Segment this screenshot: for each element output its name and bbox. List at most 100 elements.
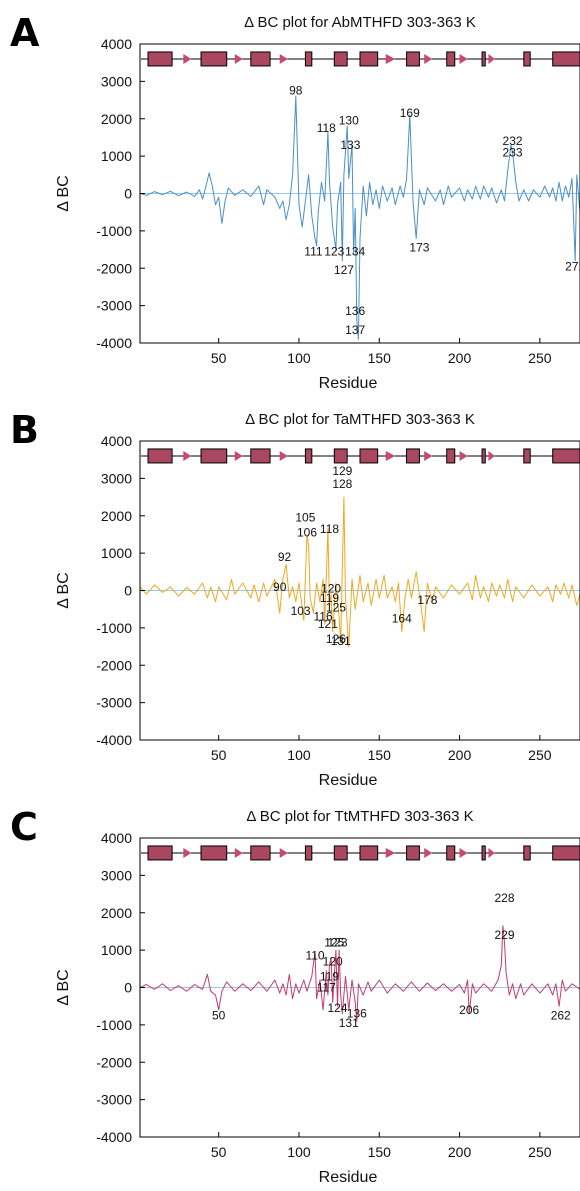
x-axis-label: Residue	[319, 1169, 378, 1186]
residue-annotation: 111	[304, 244, 323, 258]
y-tick-label: -2000	[96, 260, 132, 276]
ss-strand	[385, 450, 396, 461]
chart-panel-a: A Δ BC plot for AbMTHFD 303-363 K -4000-…	[0, 0, 580, 397]
y-tick-label: -1000	[96, 223, 132, 239]
ss-helix	[147, 448, 173, 464]
series-line	[140, 95, 580, 340]
chart-title: Δ BC plot for TaMTHFD 303-363 K	[245, 411, 475, 428]
ss-helix	[446, 845, 456, 861]
ss-strand	[459, 847, 468, 858]
panel-letter: B	[10, 408, 39, 452]
ss-helix	[406, 448, 420, 464]
ss-helix	[333, 51, 348, 67]
residue-annotation: 131	[331, 634, 351, 648]
residue-annotation: 125	[326, 600, 346, 614]
ss-helix	[481, 448, 486, 464]
residue-annotation: 92	[278, 550, 292, 564]
x-tick-label: 50	[211, 1144, 227, 1160]
residue-annotation: 127	[334, 263, 354, 277]
ss-strand	[279, 847, 288, 858]
ss-helix	[446, 448, 456, 464]
ss-helix	[481, 845, 486, 861]
residue-annotation: 117	[317, 981, 336, 995]
residue-annotation: 272	[565, 259, 580, 273]
ss-helix	[200, 448, 228, 464]
x-tick-label: 250	[528, 350, 552, 366]
y-axis-label: Δ BC	[55, 572, 72, 608]
residue-annotation: 120	[323, 954, 343, 968]
residue-annotation: 123	[324, 244, 344, 258]
ss-strand	[234, 450, 243, 461]
residue-annotation: 133	[340, 138, 360, 152]
residue-annotation: 118	[320, 522, 339, 536]
residue-annotation: 206	[459, 1003, 479, 1017]
ss-helix	[552, 448, 580, 464]
ss-strand	[424, 847, 433, 858]
delta-bc-plot: -4000 -3000 -2000 -1000 0 1000 2000 3000 4000 50 1…	[55, 433, 580, 789]
y-tick-label: 4000	[101, 36, 132, 52]
ss-helix	[250, 845, 271, 861]
y-tick-label: -2000	[96, 657, 132, 673]
x-tick-label: 150	[368, 350, 392, 366]
y-tick-label: 1000	[101, 148, 132, 164]
residue-annotation: 125	[324, 936, 344, 950]
ss-helix	[147, 51, 173, 67]
y-tick-label: 1000	[101, 942, 132, 958]
residue-annotation: 178	[417, 593, 437, 607]
ss-helix	[359, 448, 379, 464]
residue-annotation: 173	[409, 241, 429, 255]
ss-strand	[424, 450, 433, 461]
ss-helix	[406, 845, 420, 861]
residue-annotation: 124	[328, 1001, 348, 1015]
panel-letter: C	[10, 805, 38, 849]
residue-annotation: 90	[273, 580, 287, 594]
y-tick-label: 3000	[101, 470, 132, 486]
residue-annotation: 128	[332, 477, 352, 491]
ss-helix	[523, 51, 531, 67]
residue-annotation: 110	[305, 949, 324, 963]
x-tick-label: 150	[368, 747, 392, 763]
residue-annotation: 120	[321, 582, 341, 596]
residue-annotation: 106	[297, 526, 317, 540]
ss-strand	[459, 53, 468, 64]
ss-helix	[552, 51, 580, 67]
y-tick-label: -3000	[96, 298, 132, 314]
ss-helix	[406, 51, 420, 67]
x-tick-label: 250	[528, 1144, 552, 1160]
residue-annotation: 103	[291, 604, 311, 618]
x-axis-label: Residue	[319, 375, 378, 392]
y-tick-label: 2000	[101, 905, 132, 921]
x-tick-label: 100	[287, 350, 311, 366]
residue-annotation: 134	[345, 244, 365, 258]
ss-helix	[446, 51, 456, 67]
ss-helix	[523, 845, 531, 861]
residue-annotation: 116	[313, 610, 332, 624]
panel-letter: A	[10, 11, 40, 55]
x-tick-label: 50	[211, 747, 227, 763]
ss-strand	[183, 847, 192, 858]
x-tick-label: 200	[448, 350, 472, 366]
chart-title: Δ BC plot for TtMTHFD 303-363 K	[246, 808, 474, 825]
chart-title: Δ BC plot for AbMTHFD 303-363 K	[244, 14, 476, 31]
y-tick-label: -1000	[96, 620, 132, 636]
ss-helix	[333, 448, 348, 464]
residue-annotation: 123	[328, 936, 348, 950]
delta-bc-plot: -4000 -3000 -2000 -1000 0 1000 2000 3000 4000 50 1…	[55, 830, 580, 1186]
residue-annotation: 119	[320, 969, 339, 983]
y-tick-label: -4000	[96, 1129, 132, 1145]
ss-strand	[279, 53, 288, 64]
ss-strand	[459, 450, 468, 461]
residue-annotation: 105	[295, 511, 315, 525]
ss-strand	[279, 450, 288, 461]
ss-helix	[552, 845, 580, 861]
ss-helix	[359, 845, 379, 861]
y-tick-label: 4000	[101, 830, 132, 846]
residue-annotation: 262	[551, 1009, 571, 1023]
residue-annotation: 126	[326, 632, 346, 646]
series-line	[140, 496, 580, 648]
residue-annotation: 130	[339, 114, 359, 128]
y-tick-label: 4000	[101, 433, 132, 449]
ss-helix	[481, 51, 486, 67]
y-tick-label: 0	[124, 186, 132, 202]
ss-strand	[234, 53, 243, 64]
